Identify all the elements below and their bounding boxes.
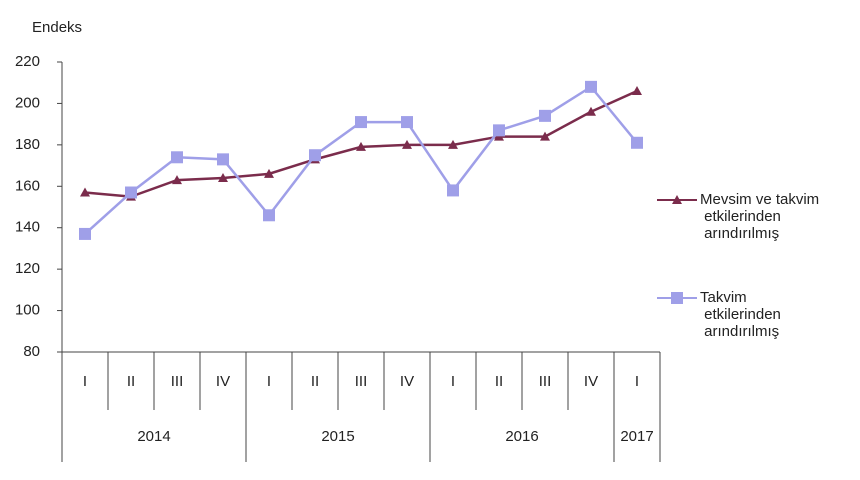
- legend-marker: [671, 292, 683, 304]
- data-point: [402, 139, 412, 149]
- x-tick-label: IV: [216, 373, 230, 390]
- x-tick-label: II: [127, 373, 135, 390]
- x-tick-label: II: [311, 373, 319, 390]
- data-point: [631, 136, 643, 149]
- data-point: [540, 131, 550, 141]
- data-point: [263, 209, 275, 222]
- y-tick-label: 180: [15, 136, 40, 153]
- data-point: [218, 173, 228, 182]
- data-point: [172, 175, 182, 185]
- year-label: 2016: [505, 428, 538, 445]
- data-point: [217, 153, 229, 166]
- data-point: [585, 80, 597, 93]
- data-point: [309, 149, 321, 162]
- data-point: [171, 151, 183, 164]
- data-point: [80, 187, 90, 197]
- data-point: [632, 86, 642, 95]
- series-line: [84, 85, 638, 235]
- year-label: 2015: [321, 428, 354, 445]
- data-point: [356, 141, 366, 151]
- y-tick-label: 140: [15, 219, 40, 236]
- data-point: [264, 168, 274, 178]
- y-tick-label: 160: [15, 177, 40, 194]
- y-tick-label: 100: [15, 302, 40, 319]
- y-axis-title: Endeks: [32, 19, 82, 36]
- legend-marker: [672, 195, 682, 204]
- data-point: [493, 124, 505, 137]
- data-point: [586, 106, 596, 116]
- x-tick-label: I: [635, 373, 639, 390]
- data-point: [79, 227, 91, 240]
- data-point: [448, 139, 458, 149]
- x-tick-label: I: [83, 373, 87, 390]
- x-tick-label: III: [539, 373, 552, 390]
- data-point: [401, 116, 413, 129]
- y-tick-label: 200: [15, 94, 40, 111]
- x-tick-label: III: [355, 373, 368, 390]
- data-point: [355, 116, 367, 129]
- data-point: [447, 184, 459, 197]
- x-tick-label: II: [495, 373, 503, 390]
- y-tick-label: 120: [15, 260, 40, 277]
- y-tick-label: 220: [15, 53, 40, 70]
- x-tick-label: IV: [400, 373, 414, 390]
- year-label: 2017: [620, 428, 653, 445]
- data-point: [125, 186, 137, 199]
- legend-label: Takvim etkilerinden arındırılmış: [700, 289, 781, 340]
- x-tick-label: III: [171, 373, 184, 390]
- x-tick-label: IV: [584, 373, 598, 390]
- legend-label: Mevsim ve takvim etkilerinden arındırılm…: [700, 191, 819, 242]
- data-point: [539, 109, 551, 122]
- year-label: 2014: [137, 428, 170, 445]
- x-tick-label: I: [451, 373, 455, 390]
- x-tick-label: I: [267, 373, 271, 390]
- y-tick-label: 80: [23, 343, 40, 360]
